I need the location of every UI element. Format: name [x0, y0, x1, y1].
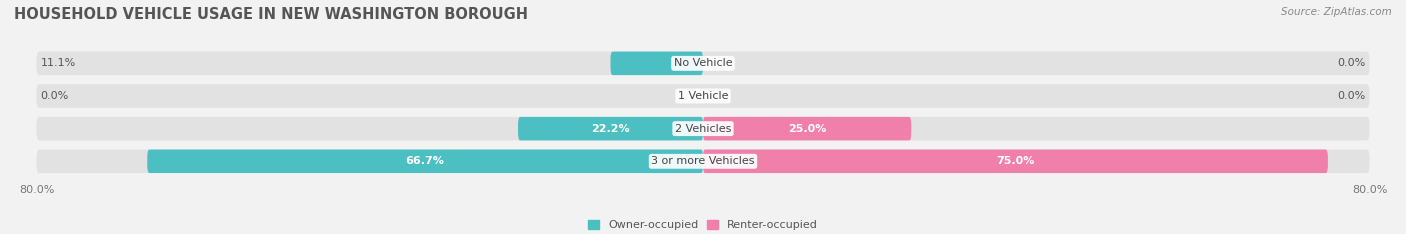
FancyBboxPatch shape	[148, 150, 703, 173]
Text: 2 Vehicles: 2 Vehicles	[675, 124, 731, 134]
FancyBboxPatch shape	[703, 117, 911, 140]
Text: HOUSEHOLD VEHICLE USAGE IN NEW WASHINGTON BOROUGH: HOUSEHOLD VEHICLE USAGE IN NEW WASHINGTO…	[14, 7, 529, 22]
Text: 22.2%: 22.2%	[591, 124, 630, 134]
FancyBboxPatch shape	[37, 117, 1369, 140]
Text: 75.0%: 75.0%	[997, 156, 1035, 166]
FancyBboxPatch shape	[37, 51, 1369, 75]
Text: No Vehicle: No Vehicle	[673, 58, 733, 68]
Text: 1 Vehicle: 1 Vehicle	[678, 91, 728, 101]
Text: 11.1%: 11.1%	[41, 58, 76, 68]
Text: 3 or more Vehicles: 3 or more Vehicles	[651, 156, 755, 166]
FancyBboxPatch shape	[37, 84, 1369, 108]
FancyBboxPatch shape	[517, 117, 703, 140]
Legend: Owner-occupied, Renter-occupied: Owner-occupied, Renter-occupied	[588, 220, 818, 230]
Text: Source: ZipAtlas.com: Source: ZipAtlas.com	[1281, 7, 1392, 17]
Text: 0.0%: 0.0%	[1337, 91, 1365, 101]
Text: 25.0%: 25.0%	[787, 124, 827, 134]
FancyBboxPatch shape	[610, 51, 703, 75]
Text: 66.7%: 66.7%	[406, 156, 444, 166]
FancyBboxPatch shape	[703, 150, 1327, 173]
FancyBboxPatch shape	[37, 150, 1369, 173]
Text: 0.0%: 0.0%	[41, 91, 69, 101]
Text: 0.0%: 0.0%	[1337, 58, 1365, 68]
